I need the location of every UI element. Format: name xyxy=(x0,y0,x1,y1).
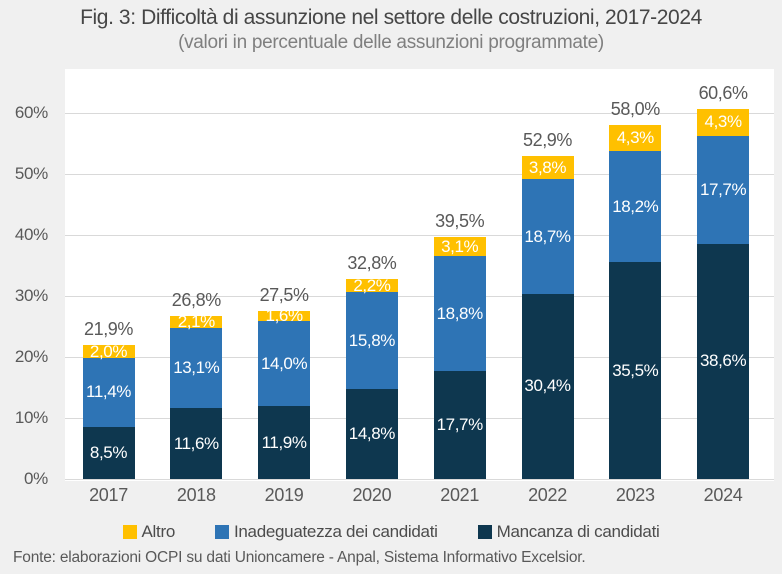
bar-segment-label: 18,2% xyxy=(612,196,659,216)
total-label-2022: 52,9% xyxy=(522,130,573,151)
legend-label: Altro xyxy=(141,522,176,541)
x-tick-2024: 2024 xyxy=(703,485,743,505)
bar-segment-label: 17,7% xyxy=(436,415,484,434)
bar-segment-2019: 14,0% xyxy=(258,321,311,407)
bar-segment-2018: 11,6% xyxy=(170,408,223,479)
bar-segment-2020: 14,8% xyxy=(345,388,398,479)
bar-segment-2020: 15,8% xyxy=(345,292,398,389)
bar-segment-label: 15,8% xyxy=(348,330,396,350)
y-tick-20%: 20% xyxy=(14,347,48,366)
plot-area: 8,5% 11,4% 2,0% 21,9% 11,6% 13,1% 2,1% 26,8% 11,… xyxy=(65,69,774,481)
bar-segment-label: 38,6% xyxy=(699,351,747,371)
bar-segment-2022: 30,4% xyxy=(521,293,574,479)
total-label-2021: 39,5% xyxy=(435,211,485,232)
bar-segment-label: 3,1% xyxy=(441,236,479,256)
bar-segment-label: 35,5% xyxy=(612,360,659,380)
y-tick-50%: 50% xyxy=(14,164,48,183)
x-tick-2022: 2022 xyxy=(528,485,567,505)
bar-segment-label: 11,6% xyxy=(173,433,219,453)
gridline-60% xyxy=(65,113,774,114)
legend-swatch-icon xyxy=(122,525,137,539)
gridline-40% xyxy=(65,235,774,236)
bar-segment-label: 1,6% xyxy=(265,306,304,326)
bar-segment-2017: 8,5% xyxy=(82,427,135,479)
bar-segment-label: 30,4% xyxy=(524,376,571,396)
x-tick-2023: 2023 xyxy=(615,485,655,505)
gridline-20% xyxy=(65,357,774,358)
bar-segment-label: 4,3% xyxy=(616,128,655,148)
bar-segment-2023: 35,5% xyxy=(609,262,662,479)
bar-segment-2022: 18,7% xyxy=(521,179,574,294)
y-tick-60%: 60% xyxy=(14,103,48,122)
bar-segment-2023: 4,3% xyxy=(609,125,662,152)
bar-segment-2021: 18,8% xyxy=(433,256,486,372)
x-tick-2021: 2021 xyxy=(440,485,480,505)
source-note: Fonte: elaborazioni OCPI su dati Unionca… xyxy=(13,549,586,566)
y-tick-0%: 0% xyxy=(24,469,48,488)
total-label-2023: 58,0% xyxy=(610,99,660,120)
bar-segment-2017: 11,4% xyxy=(82,357,135,428)
chart-header: Fig. 3: Difficoltà di assunzione nel set… xyxy=(0,5,782,55)
x-tick-2018: 2018 xyxy=(176,485,216,505)
bar-segment-label: 2,2% xyxy=(353,275,391,295)
x-tick-2019: 2019 xyxy=(264,485,304,505)
y-tick-10%: 10% xyxy=(14,408,48,427)
bar-segment-label: 3,8% xyxy=(528,157,567,177)
bar-segment-label: 2,1% xyxy=(177,311,216,331)
x-tick-2020: 2020 xyxy=(352,485,392,505)
bar-segment-2021: 3,1% xyxy=(433,236,486,257)
total-label-2018: 26,8% xyxy=(171,289,221,310)
chart-title: Fig. 3: Difficoltà di assunzione nel set… xyxy=(80,6,702,29)
bar-segment-label: 14,0% xyxy=(260,353,308,373)
legend-item: Altro xyxy=(122,522,176,542)
bar-segment-label: 13,1% xyxy=(173,358,220,378)
legend-item: Mancanza di candidati xyxy=(477,522,660,542)
bar-segment-2022: 3,8% xyxy=(521,156,574,180)
bar-segment-2020: 2,2% xyxy=(345,276,398,295)
gridline-0% xyxy=(65,479,774,480)
bar-segment-label: 4,3% xyxy=(704,112,743,132)
x-axis: 2017 2018 2019 2020 2021 2022 2023 2024 xyxy=(65,485,774,509)
total-label-2017: 21,9% xyxy=(83,319,134,340)
bar-segment-label: 17,7% xyxy=(699,179,747,199)
bar-segment-2021: 17,7% xyxy=(433,371,486,479)
y-tick-40%: 40% xyxy=(14,225,48,244)
total-label-2019: 27,5% xyxy=(259,285,309,306)
bar-segment-2019: 1,6% xyxy=(258,306,311,325)
legend-swatch-icon xyxy=(214,525,229,539)
legend: Altro Inadeguatezza dei candidati Mancanza… xyxy=(0,520,782,544)
total-label-2024: 60,6% xyxy=(698,83,748,104)
bar-segment-label: 11,9% xyxy=(261,432,307,452)
bar-segment-2024: 17,7% xyxy=(697,135,750,244)
bar-segment-2018: 2,1% xyxy=(170,312,223,331)
bar-segment-label: 2,0% xyxy=(89,341,128,361)
legend-item: Inadeguatezza dei candidati xyxy=(214,522,438,542)
bar-segment-label: 11,4% xyxy=(86,382,131,402)
bar-segment-2024: 38,6% xyxy=(697,243,750,479)
total-label-2020: 32,8% xyxy=(347,252,397,273)
bar-segment-2017: 2,0% xyxy=(82,342,135,361)
bar-segment-2019: 11,9% xyxy=(258,406,311,479)
y-axis: 0% 10% 20% 30% 40% 50% 60% xyxy=(0,69,50,488)
bar-segment-label: 18,8% xyxy=(436,303,484,323)
gridline-50% xyxy=(65,174,774,175)
legend-label: Mancanza di candidati xyxy=(496,522,660,541)
x-tick-2017: 2017 xyxy=(89,485,128,505)
bar-segment-2018: 13,1% xyxy=(170,328,223,409)
gridline-30% xyxy=(65,296,774,297)
gridline-10% xyxy=(65,418,774,419)
bar-segment-label: 8,5% xyxy=(89,443,128,463)
bar-segment-label: 18,7% xyxy=(524,226,571,246)
bar-segment-2024: 4,3% xyxy=(697,109,750,136)
bar-segment-2023: 18,2% xyxy=(609,151,662,263)
chart-subtitle: (valori in percentuale delle assunzioni … xyxy=(178,32,604,54)
legend-swatch-icon xyxy=(477,525,492,539)
bar-segment-label: 14,8% xyxy=(348,423,396,443)
y-tick-30%: 30% xyxy=(14,286,48,305)
legend-label: Inadeguatezza dei candidati xyxy=(233,522,438,541)
